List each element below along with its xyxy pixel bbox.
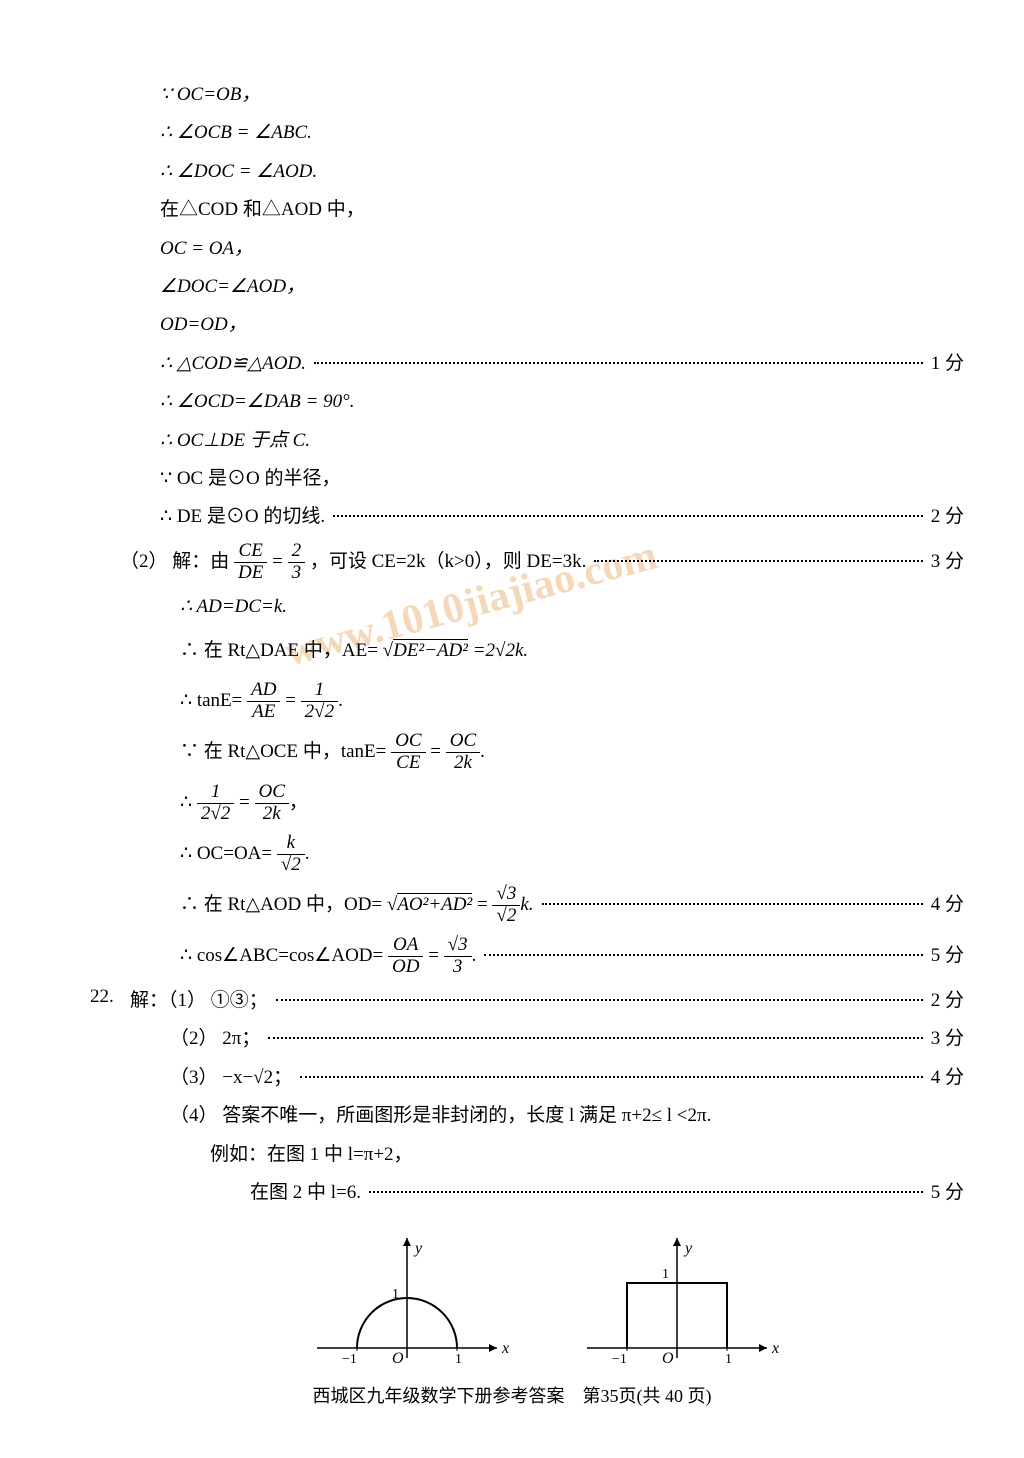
axis-label-y: y [413,1240,423,1257]
answer-line: （3） −x−√2； 4 分 [130,1063,964,1093]
tick-label: −1 [342,1352,357,1367]
proof-line: ∴ ∠DOC = ∠AOD. [90,157,964,187]
proof-line: ∴ ∠OCB = ∠ABC. [90,118,964,148]
figure-2: y x O −1 1 1 [577,1228,787,1388]
proof-line: ∵ OC 是⊙O 的半径， [90,464,964,494]
score-badge: 5 分 [931,1178,964,1208]
proof-line: ∵ OC=OB， [90,80,964,110]
answer-line: 例如：在图 1 中 l=π+2， [130,1140,964,1170]
proof-line: ∴ OC=OA= k√2. [90,833,964,876]
answer-line: （4） 答案不唯一，所画图形是非封闭的，长度 l 满足 π+2≤ l <2π. [130,1101,964,1131]
tick-label: 1 [662,1267,669,1282]
proof-line-scored: ∴ cos∠ABC=cos∠AOD= OAOD = √33. 5 分 [90,935,964,978]
proof-line: ∴ OC⊥DE 于点 C. [90,426,964,456]
axis-label-x: x [501,1340,509,1357]
proof-line: ∴ 12√2 = OC2k， [90,782,964,825]
proof-line-scored: ∴ 在 Rt△AOD 中，OD= √AO²+AD² = √3√2k. 4 分 [90,884,964,927]
proof-line: OC = OA， [90,234,964,264]
axis-label-y: y [683,1240,693,1257]
question-22: 22. 解：（1） ①③； 2 分 （2） 2π； 3 分 （3） −x−√2；… [90,986,964,1388]
score-badge: 4 分 [931,1063,964,1093]
proof-line-scored: ∴ DE 是⊙O 的切线. 2 分 [90,502,964,532]
proof-line: ∴ ∠OCD=∠DAB = 90°. [90,387,964,417]
score-badge: 4 分 [931,884,964,926]
proof-line: ∠DOC=∠AOD， [90,272,964,302]
proof-line: 在△COD 和△AOD 中， [90,195,964,225]
proof-line: OD=OD， [90,310,964,340]
tick-label: 1 [392,1287,399,1302]
answer-line: 解：（1） ①③； 2 分 [130,986,964,1016]
figure-1: y x O −1 1 1 [307,1228,517,1388]
question-number: 22. [90,986,130,1388]
proof-line: ∴ AD=DC=k. [90,592,964,622]
proof-line-scored: （2） 解：由 CEDE = 23 ，可设 CE=2k（k>0），则 DE=3k… [90,541,964,584]
score-badge: 3 分 [931,541,964,583]
answer-line: （2） 2π； 3 分 [130,1024,964,1054]
score-badge: 1 分 [931,349,964,379]
answer-line: 在图 2 中 l=6. 5 分 [130,1178,964,1208]
axis-label-x: x [771,1340,779,1357]
proof-line: ∴ 在 Rt△DAE 中，AE= √DE²−AD² =2√2k. [90,630,964,672]
tick-label: 1 [455,1352,462,1367]
tick-label: 1 [725,1352,732,1367]
proof-line: ∴ tanE= ADAE = 12√2. [90,680,964,723]
score-badge: 2 分 [931,986,964,1016]
score-badge: 5 分 [931,935,964,977]
origin-label: O [392,1350,404,1367]
origin-label: O [662,1350,674,1367]
score-badge: 2 分 [931,502,964,532]
page-footer: 西城区九年级数学下册参考答案 第35页(共 40 页) [0,1382,1024,1408]
tick-label: −1 [612,1352,627,1367]
figures-row: y x O −1 1 1 y x O −1 1 1 [130,1228,964,1388]
score-badge: 3 分 [931,1024,964,1054]
proof-line-scored: ∴ △COD≌△AOD. 1 分 [90,349,964,379]
proof-line: ∵ 在 Rt△OCE 中，tanE= OCCE = OC2k. [90,731,964,774]
